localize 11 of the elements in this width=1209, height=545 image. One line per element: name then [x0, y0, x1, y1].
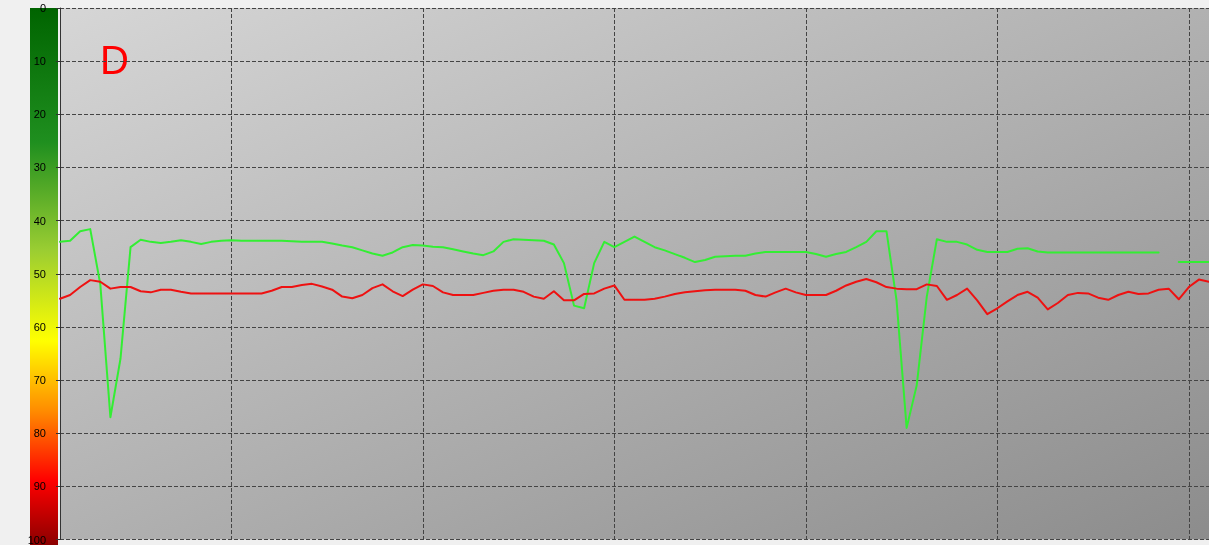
- y-tick-label: 40: [33, 214, 46, 227]
- line-series: [59, 278, 1209, 316]
- y-tick-label: 70: [33, 374, 46, 387]
- y-tick-label: 30: [33, 161, 46, 174]
- y-tick-label: 50: [33, 267, 46, 280]
- y-tick-label: 60: [33, 320, 46, 333]
- y-tick-label: 90: [33, 480, 46, 493]
- y-tick-label: 0: [39, 2, 46, 14]
- y-tick-label: 80: [33, 427, 46, 440]
- y-tick-label: 20: [33, 108, 46, 121]
- y-tick-label: 10: [33, 55, 46, 68]
